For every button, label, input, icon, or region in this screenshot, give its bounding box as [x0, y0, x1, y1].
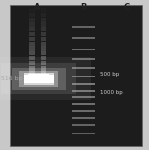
Bar [30, 46, 35, 51]
Bar [41, 42, 46, 46]
Text: 516 bp: 516 bp [1, 76, 23, 81]
Bar [41, 51, 46, 56]
Text: C: C [124, 3, 130, 12]
Bar [0, 57, 91, 100]
Bar [72, 96, 95, 98]
Bar [72, 90, 95, 92]
Bar [41, 61, 46, 65]
Bar [72, 133, 95, 134]
Bar [30, 51, 35, 56]
Bar [30, 70, 35, 75]
Bar [72, 117, 95, 119]
Bar [72, 48, 95, 50]
Bar [41, 18, 46, 22]
Bar [41, 70, 46, 75]
Bar [41, 3, 46, 7]
Bar [41, 56, 46, 60]
Text: B: B [80, 3, 87, 12]
Bar [19, 71, 58, 87]
Text: 1000 bp: 1000 bp [100, 90, 123, 95]
Bar [30, 8, 35, 12]
Bar [41, 66, 46, 70]
Bar [41, 27, 46, 31]
Bar [41, 46, 46, 51]
Bar [12, 68, 66, 90]
Bar [72, 103, 95, 105]
Bar [72, 26, 95, 28]
Bar [30, 56, 35, 60]
Bar [41, 13, 46, 17]
Bar [30, 22, 35, 27]
Bar [30, 61, 35, 65]
Bar [30, 37, 35, 41]
Bar [72, 67, 95, 69]
Bar [24, 73, 54, 85]
Bar [30, 66, 35, 70]
Bar [72, 110, 95, 112]
Bar [41, 8, 46, 12]
Bar [10, 4, 142, 146]
Bar [41, 22, 46, 27]
Bar [1, 63, 76, 94]
Bar [72, 37, 95, 39]
Bar [30, 32, 35, 36]
Bar [30, 3, 35, 7]
Bar [41, 37, 46, 41]
Bar [72, 83, 95, 85]
Bar [72, 58, 95, 60]
Bar [72, 76, 95, 77]
Bar [72, 124, 95, 126]
Bar [24, 75, 54, 83]
Bar [30, 18, 35, 22]
Bar [30, 27, 35, 31]
Bar [41, 32, 46, 36]
Text: A: A [34, 3, 41, 12]
Bar [28, 74, 49, 83]
Bar [30, 42, 35, 46]
Bar [30, 13, 35, 17]
Text: 500 bp: 500 bp [100, 72, 119, 77]
